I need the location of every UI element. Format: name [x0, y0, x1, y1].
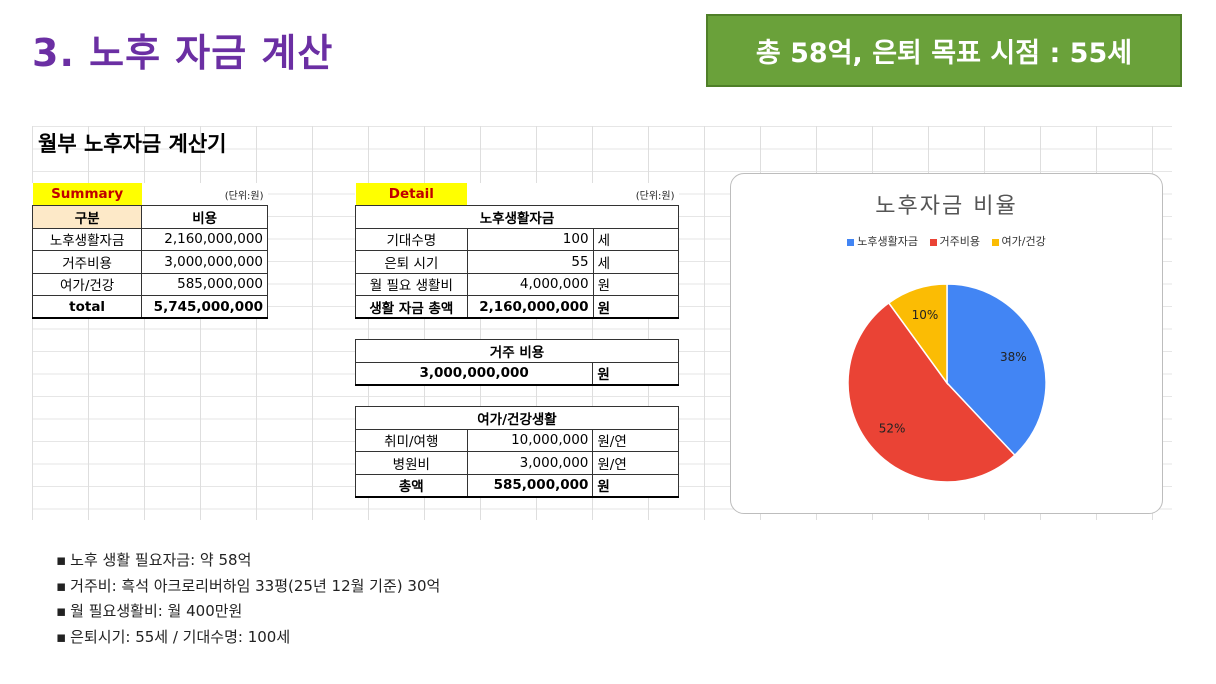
- summary-table: Summary (단위:원) 구분 비용 노후생활자금 2,160,000,00…: [31, 183, 268, 319]
- slide-title: 3. 노후 자금 계산: [32, 31, 334, 75]
- note-item: 은퇴시기: 55세 / 기대수명: 100세: [56, 625, 440, 651]
- summary-row-name: 거주비용: [31, 250, 143, 274]
- leisure-total-unit: 원: [592, 473, 679, 498]
- pie-label-2: 10%: [912, 308, 939, 322]
- legend-label: 여가/건강: [1001, 235, 1046, 248]
- chart-title: 노후자금 비율: [875, 194, 1018, 219]
- housing-unit: 원: [592, 361, 679, 386]
- note-item: 노후 생활 필요자금: 약 58억: [56, 548, 440, 574]
- pie-slice-1: [847, 301, 1016, 483]
- detail-unit: (단위:원): [635, 190, 675, 202]
- summary-row-value: 2,160,000,000: [141, 227, 268, 251]
- legend-swatch-2: [991, 238, 999, 246]
- note-item: 거주비: 흑석 아크로리버하임 33평(25년 12월 기준) 30억: [56, 574, 440, 600]
- legend-swatch-0: [847, 238, 855, 246]
- leisure-row-unit: 원/연: [592, 428, 679, 452]
- living-row-unit: 원: [592, 272, 680, 296]
- housing-header: 거주 비용: [355, 339, 679, 363]
- detail-label: Detail: [355, 183, 468, 206]
- living-row-value: 100: [466, 227, 594, 251]
- leisure-row-value: 10,000,000: [466, 428, 594, 452]
- summary-row-name: 노후생활자금: [31, 227, 143, 251]
- legend-label: 노후생활자금: [857, 235, 919, 248]
- pie-slice-2: [887, 283, 948, 386]
- summary-row-value: 585,000,000: [141, 272, 268, 296]
- leisure-row-name: 병원비: [355, 451, 468, 475]
- pie-slice-0: [946, 283, 1047, 457]
- leisure-total-name: 총액: [355, 473, 468, 498]
- living-row-value: 55: [466, 250, 594, 274]
- detail-living-table: Detail (단위:원) 노후생활자금 기대수명 100 세 은퇴 시기 55…: [355, 183, 680, 319]
- calculator-title: 월부 노후자금 계산기: [38, 132, 227, 156]
- pie-label-0: 38%: [1000, 350, 1027, 364]
- legend-label: 거주비용: [939, 235, 981, 248]
- living-row-value: 4,000,000: [466, 272, 594, 296]
- summary-total-label: total: [31, 295, 143, 319]
- living-row-unit: 세: [592, 250, 680, 274]
- chart-legend: 노후생활자금 거주비용 여가/건강: [731, 233, 1162, 249]
- summary-total-value: 5,745,000,000: [141, 295, 268, 319]
- summary-row-value: 3,000,000,000: [141, 250, 268, 274]
- living-row-name: 은퇴 시기: [355, 250, 468, 274]
- living-total-value: 2,160,000,000: [466, 295, 594, 319]
- note-item: 월 필요생활비: 월 400만원: [56, 599, 440, 625]
- summary-label: Summary: [32, 183, 142, 206]
- living-total-name: 생활 자금 총액: [355, 295, 468, 319]
- legend-item: 거주비용: [929, 233, 981, 249]
- legend-item: 여가/건강: [991, 233, 1046, 249]
- leisure-row-name: 취미/여행: [355, 428, 468, 452]
- living-row-name: 월 필요 생활비: [355, 272, 468, 296]
- pie-label-1: 52%: [879, 421, 906, 435]
- living-header: 노후생활자금: [355, 205, 679, 229]
- summary-col-cost: 비용: [141, 205, 268, 229]
- summary-col-category: 구분: [31, 205, 143, 229]
- leisure-header: 여가/건강생활: [355, 406, 679, 430]
- pie-chart-card: 노후자금 비율 노후생활자금 거주비용 여가/건강 38% 52% 10%: [730, 173, 1163, 514]
- summary-row-name: 여가/건강: [31, 272, 143, 296]
- legend-swatch-1: [929, 238, 937, 246]
- detail-leisure-table: 여가/건강생활 취미/여행 10,000,000 원/연 병원비 3,000,0…: [355, 406, 679, 498]
- living-row-unit: 세: [592, 227, 680, 251]
- headline-banner: 총 58억, 은퇴 목표 시점 : 55세: [706, 14, 1182, 87]
- summary-unit: (단위:원): [224, 190, 264, 202]
- living-row-name: 기대수명: [355, 227, 468, 251]
- living-total-unit: 원: [592, 295, 680, 319]
- housing-value: 3,000,000,000: [354, 361, 594, 386]
- leisure-total-value: 585,000,000: [466, 473, 594, 498]
- leisure-row-unit: 원/연: [592, 451, 679, 475]
- notes-list: 노후 생활 필요자금: 약 58억 거주비: 흑석 아크로리버하임 33평(25…: [56, 548, 440, 650]
- leisure-row-value: 3,000,000: [466, 451, 594, 475]
- legend-item: 노후생활자금: [847, 233, 918, 249]
- detail-housing-table: 거주 비용 3,000,000,000 원: [354, 339, 679, 386]
- pie-chart: 38% 52% 10%: [847, 283, 1047, 483]
